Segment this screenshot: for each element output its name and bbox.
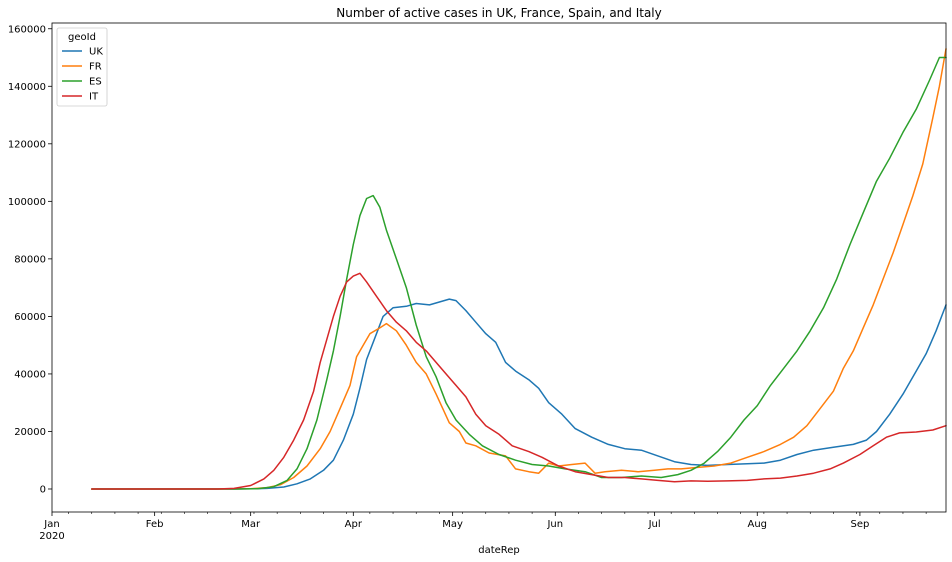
y-tick-label: 120000 [8,139,46,150]
legend-title: geoId [68,32,96,43]
x-tick-label: Aug [748,519,768,530]
y-axis: 0 20000 40000 60000 80000 100000 120000 140000 1… [8,24,52,495]
series-line-fr [90,48,947,490]
legend-items: UK FR ES IT [62,47,103,103]
x-tick-label: Jan [43,519,59,530]
x-tick-label: Sep [850,519,869,530]
y-tick-label: 160000 [8,24,46,35]
x-tick-sublabel: 2020 [39,531,64,542]
series-lines [90,48,947,490]
y-tick-label: 100000 [8,197,46,208]
x-tick-label: Feb [146,519,164,530]
legend-label-uk: UK [89,47,103,58]
y-tick-label: 140000 [8,82,46,93]
legend-box [56,27,108,107]
legend: geoId UK FR ES IT [56,27,108,107]
legend-label-fr: FR [89,62,102,73]
y-tick-label: 0 [40,484,46,495]
series-line-it [90,272,947,490]
chart-title: Number of active cases in UK, France, Sp… [336,6,662,20]
x-tick-label: Apr [345,519,363,530]
y-tick-label: 20000 [14,427,46,438]
y-tick-label: 60000 [14,312,46,323]
x-tick-label: Jul [648,519,661,530]
y-tick-label: 40000 [14,369,46,380]
x-axis-label: dateRep [478,545,520,556]
x-tick-label: Jun [546,519,563,530]
series-line-uk [90,298,947,490]
y-tick-label: 80000 [14,254,46,265]
series-line-es [90,56,947,490]
plot-area-frame [51,22,947,513]
x-tick-label: Mar [241,519,261,530]
x-tick-label: May [442,519,463,530]
legend-label-it: IT [89,92,99,103]
legend-label-es: ES [89,77,102,88]
